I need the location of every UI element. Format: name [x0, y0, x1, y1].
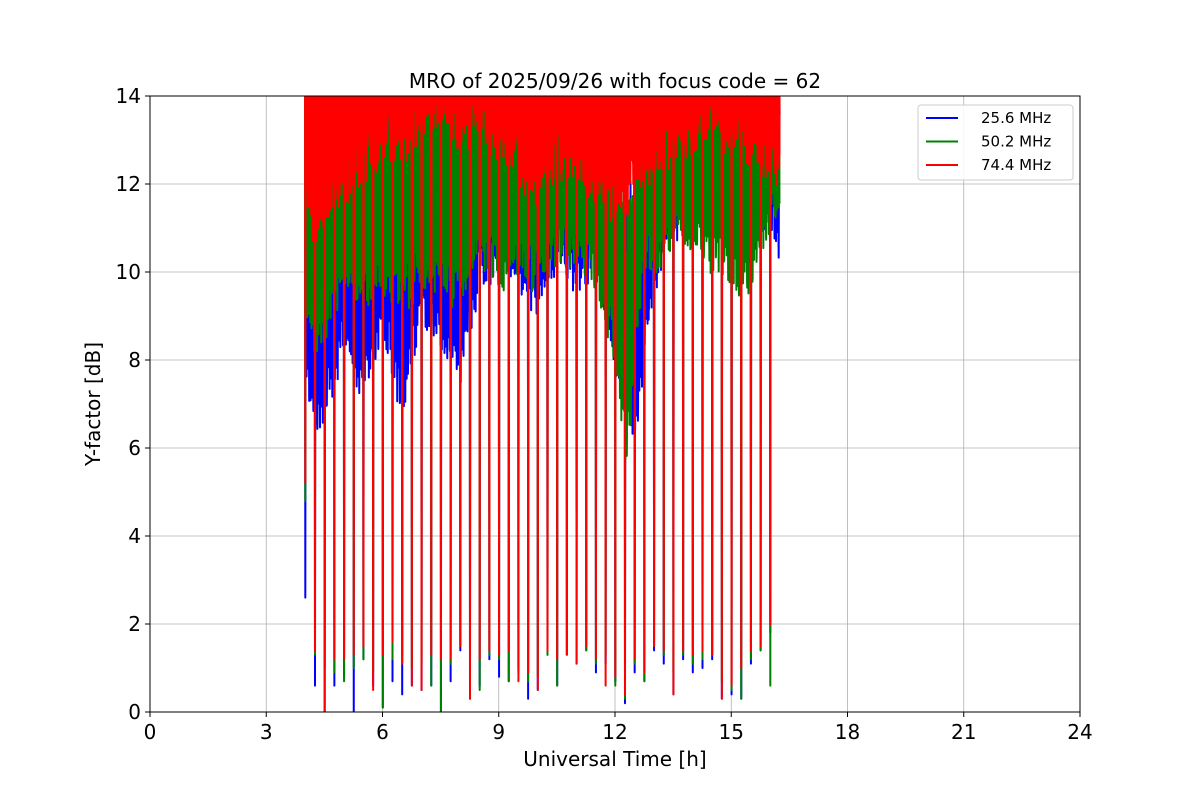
y-tick-label: 6	[128, 436, 141, 460]
y-tick-label: 8	[128, 348, 141, 372]
x-tick-label: 6	[376, 720, 389, 744]
legend-label: 50.2 MHz	[981, 133, 1051, 151]
y-tick-label: 0	[128, 700, 141, 724]
y-tick-label: 14	[116, 84, 141, 108]
x-tick-label: 21	[951, 720, 976, 744]
x-tick-label: 0	[144, 720, 157, 744]
series-layer	[304, 96, 781, 712]
y-tick-label: 2	[128, 612, 141, 636]
legend: 25.6 MHz 50.2 MHz 74.4 MHz	[917, 104, 1074, 181]
y-tick-label: 10	[116, 260, 141, 284]
x-tick-label: 18	[835, 720, 860, 744]
chart-title: MRO of 2025/09/26 with focus code = 62	[409, 69, 821, 93]
y-tick-label: 12	[116, 172, 141, 196]
legend-label: 74.4 MHz	[981, 156, 1051, 174]
x-axis-label: Universal Time [h]	[523, 747, 706, 771]
x-tick-label: 15	[719, 720, 744, 744]
x-tick-label: 12	[602, 720, 627, 744]
legend-label: 25.6 MHz	[981, 109, 1051, 127]
x-tick-label: 9	[492, 720, 505, 744]
y-axis-label: Y-factor [dB]	[81, 342, 105, 467]
x-tick-label: 24	[1067, 720, 1092, 744]
y-tick-label: 4	[128, 524, 141, 548]
x-tick-label: 3	[260, 720, 273, 744]
legend-box	[917, 104, 1074, 181]
